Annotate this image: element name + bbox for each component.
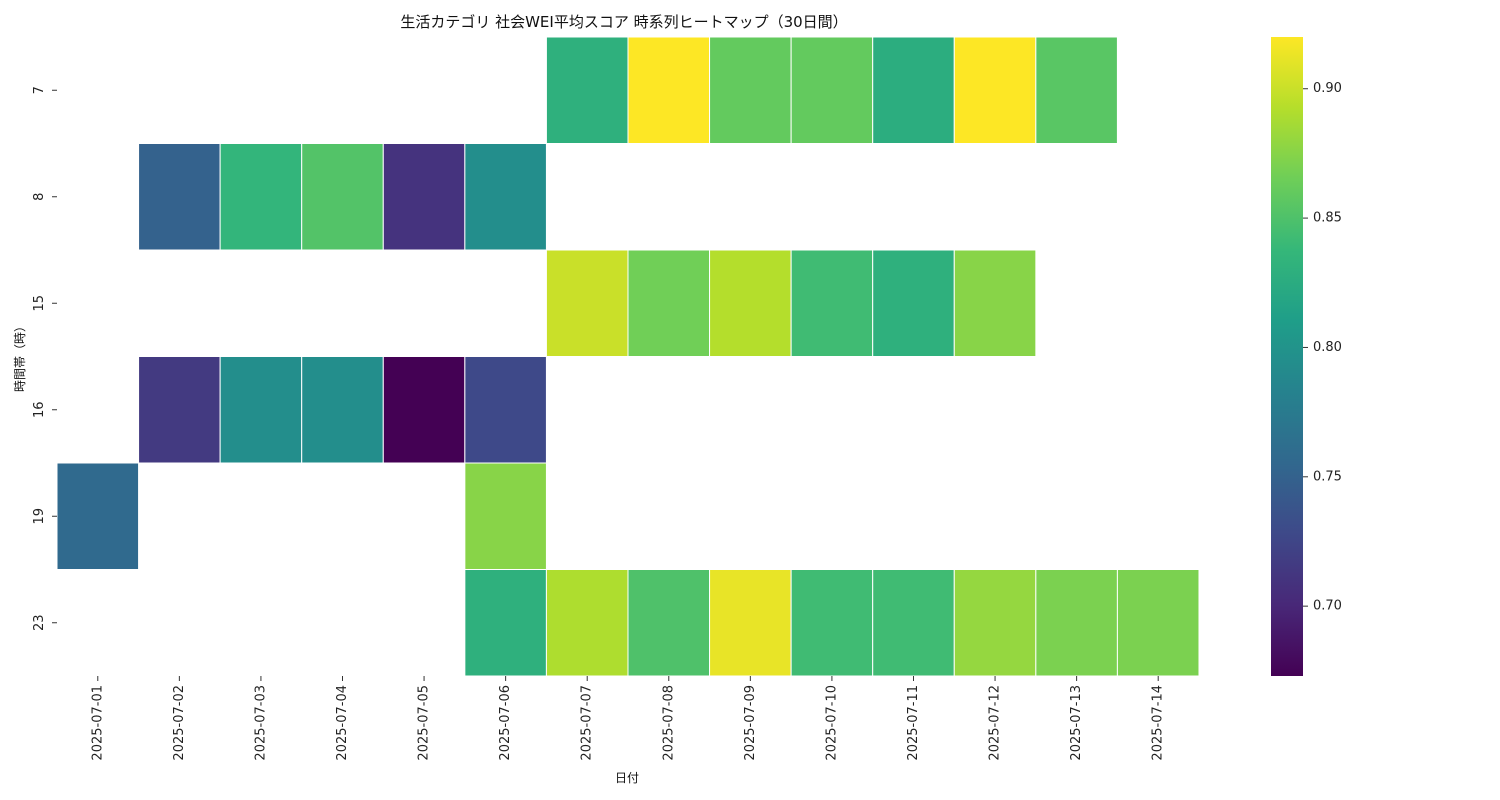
heatmap-cell — [709, 249, 792, 357]
heatmap-cell — [953, 36, 1037, 144]
heatmap-cell — [464, 462, 547, 570]
heatmap-cell — [464, 143, 547, 251]
x-tick-label: 2025-07-02 — [172, 685, 187, 761]
heatmap-cell — [219, 356, 303, 464]
colorbar-tick-label: 0.75 — [1313, 469, 1342, 484]
heatmap-cell — [545, 569, 629, 677]
y-axis-label: 時間帯（時） — [13, 320, 27, 392]
colorbar — [1271, 37, 1303, 676]
x-tick-label: 2025-07-06 — [498, 685, 513, 761]
heatmap-cell — [872, 249, 955, 357]
heatmap-cell — [790, 569, 874, 677]
heatmap-cell — [953, 569, 1037, 677]
x-tick-label: 2025-07-09 — [743, 685, 758, 761]
heatmap-cell — [709, 569, 792, 677]
heatmap-cell — [627, 249, 711, 357]
heatmap-cell — [1035, 36, 1118, 144]
heatmap-cell — [627, 36, 711, 144]
colorbar-tick-label: 0.70 — [1313, 599, 1342, 614]
chart-title: 生活カテゴリ 社会WEI平均スコア 時系列ヒートマップ（30日間） — [400, 13, 847, 31]
heatmap-cell — [953, 249, 1037, 357]
heatmap-cell — [382, 143, 466, 251]
heatmap-cell — [1116, 569, 1200, 677]
heatmap-cell — [138, 143, 221, 251]
heatmap-cell — [545, 36, 629, 144]
heatmap-cell — [301, 356, 384, 464]
x-tick-label: 2025-07-08 — [661, 685, 676, 761]
y-tick-label: 15 — [32, 295, 47, 312]
heatmap-cell — [219, 143, 303, 251]
x-tick-label: 2025-07-01 — [90, 685, 105, 761]
heatmap-cell — [464, 356, 547, 464]
x-axis-label: 日付 — [615, 771, 639, 785]
heatmap-cell — [138, 356, 221, 464]
heatmap-cell — [627, 569, 711, 677]
heatmap-cells — [56, 36, 1200, 677]
heatmap-cell — [1035, 569, 1118, 677]
y-axis-ticks: 7 8 15 16 19 23 — [32, 86, 57, 631]
x-tick-label: 2025-07-05 — [417, 685, 432, 761]
x-tick-label: 2025-07-14 — [1151, 685, 1166, 761]
x-tick-label: 2025-07-11 — [906, 685, 921, 761]
x-tick-label: 2025-07-10 — [824, 685, 839, 761]
colorbar-tick-label: 0.90 — [1313, 81, 1342, 96]
colorbar-tick-label: 0.80 — [1313, 340, 1342, 355]
colorbar-tick-label: 0.85 — [1313, 211, 1342, 226]
heatmap-cell — [56, 462, 140, 570]
heatmap-cell — [790, 249, 874, 357]
y-tick-label: 16 — [32, 401, 47, 418]
x-tick-label: 2025-07-13 — [1069, 685, 1084, 761]
x-axis-ticks: 2025-07-01 2025-07-02 2025-07-03 2025-07-04… — [90, 676, 1166, 761]
colorbar-ticks: 0.70 0.75 0.80 0.85 0.90 — [1303, 81, 1342, 614]
heatmap-cell — [872, 569, 955, 677]
heatmap-cell — [382, 356, 466, 464]
y-tick-label: 19 — [32, 508, 47, 525]
heatmap-cell — [545, 249, 629, 357]
x-tick-label: 2025-07-04 — [335, 685, 350, 761]
y-tick-label: 8 — [32, 193, 47, 201]
y-tick-label: 7 — [32, 86, 47, 94]
x-tick-label: 2025-07-12 — [988, 685, 1003, 761]
heatmap-cell — [872, 36, 955, 144]
y-tick-label: 23 — [32, 614, 47, 631]
heatmap-cell — [301, 143, 384, 251]
x-tick-label: 2025-07-03 — [253, 685, 268, 761]
heatmap-cell — [464, 569, 547, 677]
heatmap-cell — [709, 36, 792, 144]
x-tick-label: 2025-07-07 — [580, 685, 595, 761]
heatmap-cell — [790, 36, 874, 144]
